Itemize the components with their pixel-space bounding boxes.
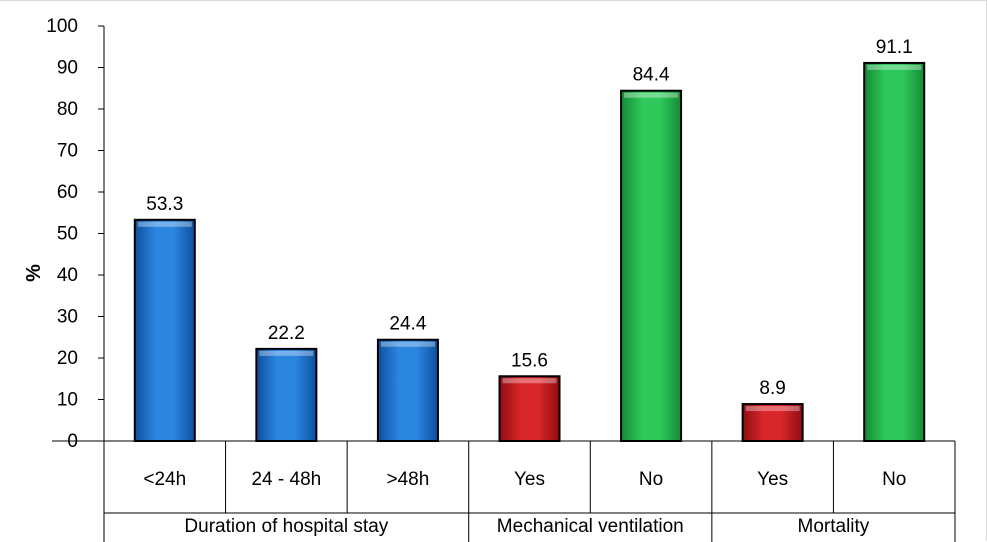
bar-bevel bbox=[624, 92, 679, 98]
bar bbox=[741, 403, 804, 443]
y-tick-label: 70 bbox=[57, 141, 78, 162]
group-label: Mechanical ventilation bbox=[497, 516, 684, 537]
data-label: 84.4 bbox=[633, 65, 670, 86]
data-label: 53.3 bbox=[146, 194, 183, 215]
data-label: 91.1 bbox=[876, 37, 913, 58]
y-tick-label: 100 bbox=[46, 16, 78, 37]
category-label: No bbox=[882, 469, 906, 490]
category-label: >48h bbox=[387, 469, 430, 490]
bar-bevel bbox=[137, 221, 192, 227]
category-label: No bbox=[639, 469, 663, 490]
group-label: Mortality bbox=[798, 516, 870, 537]
y-tick-label: 20 bbox=[57, 348, 78, 369]
bar-bevel bbox=[380, 341, 435, 347]
category-label: <24h bbox=[143, 469, 186, 490]
bar bbox=[863, 61, 926, 443]
y-tick-label: 80 bbox=[57, 99, 78, 120]
bar-bevel bbox=[259, 350, 314, 356]
data-label: 24.4 bbox=[389, 314, 426, 335]
y-axis-label: % bbox=[23, 264, 45, 282]
y-tick-label: 40 bbox=[57, 265, 78, 286]
bar bbox=[255, 347, 318, 442]
bar bbox=[498, 375, 561, 443]
bar-bevel bbox=[502, 378, 557, 384]
y-tick-label: 10 bbox=[57, 390, 78, 411]
data-label: 15.6 bbox=[511, 350, 548, 371]
bar-bevel bbox=[867, 64, 922, 70]
y-tick-label: 60 bbox=[57, 182, 78, 203]
bar bbox=[376, 338, 439, 442]
category-label: Yes bbox=[757, 469, 788, 490]
bar-bevel bbox=[745, 406, 800, 412]
data-label: 8.9 bbox=[759, 378, 785, 399]
category-label: 24 - 48h bbox=[251, 469, 321, 490]
y-tick-label: 50 bbox=[57, 224, 78, 245]
data-label: 22.2 bbox=[268, 323, 305, 344]
group-label: Duration of hospital stay bbox=[184, 516, 388, 537]
bar bbox=[133, 218, 196, 442]
y-tick-label: 90 bbox=[57, 58, 78, 79]
category-label: Yes bbox=[514, 469, 545, 490]
bar bbox=[620, 89, 683, 443]
y-tick-label: 30 bbox=[57, 307, 78, 328]
